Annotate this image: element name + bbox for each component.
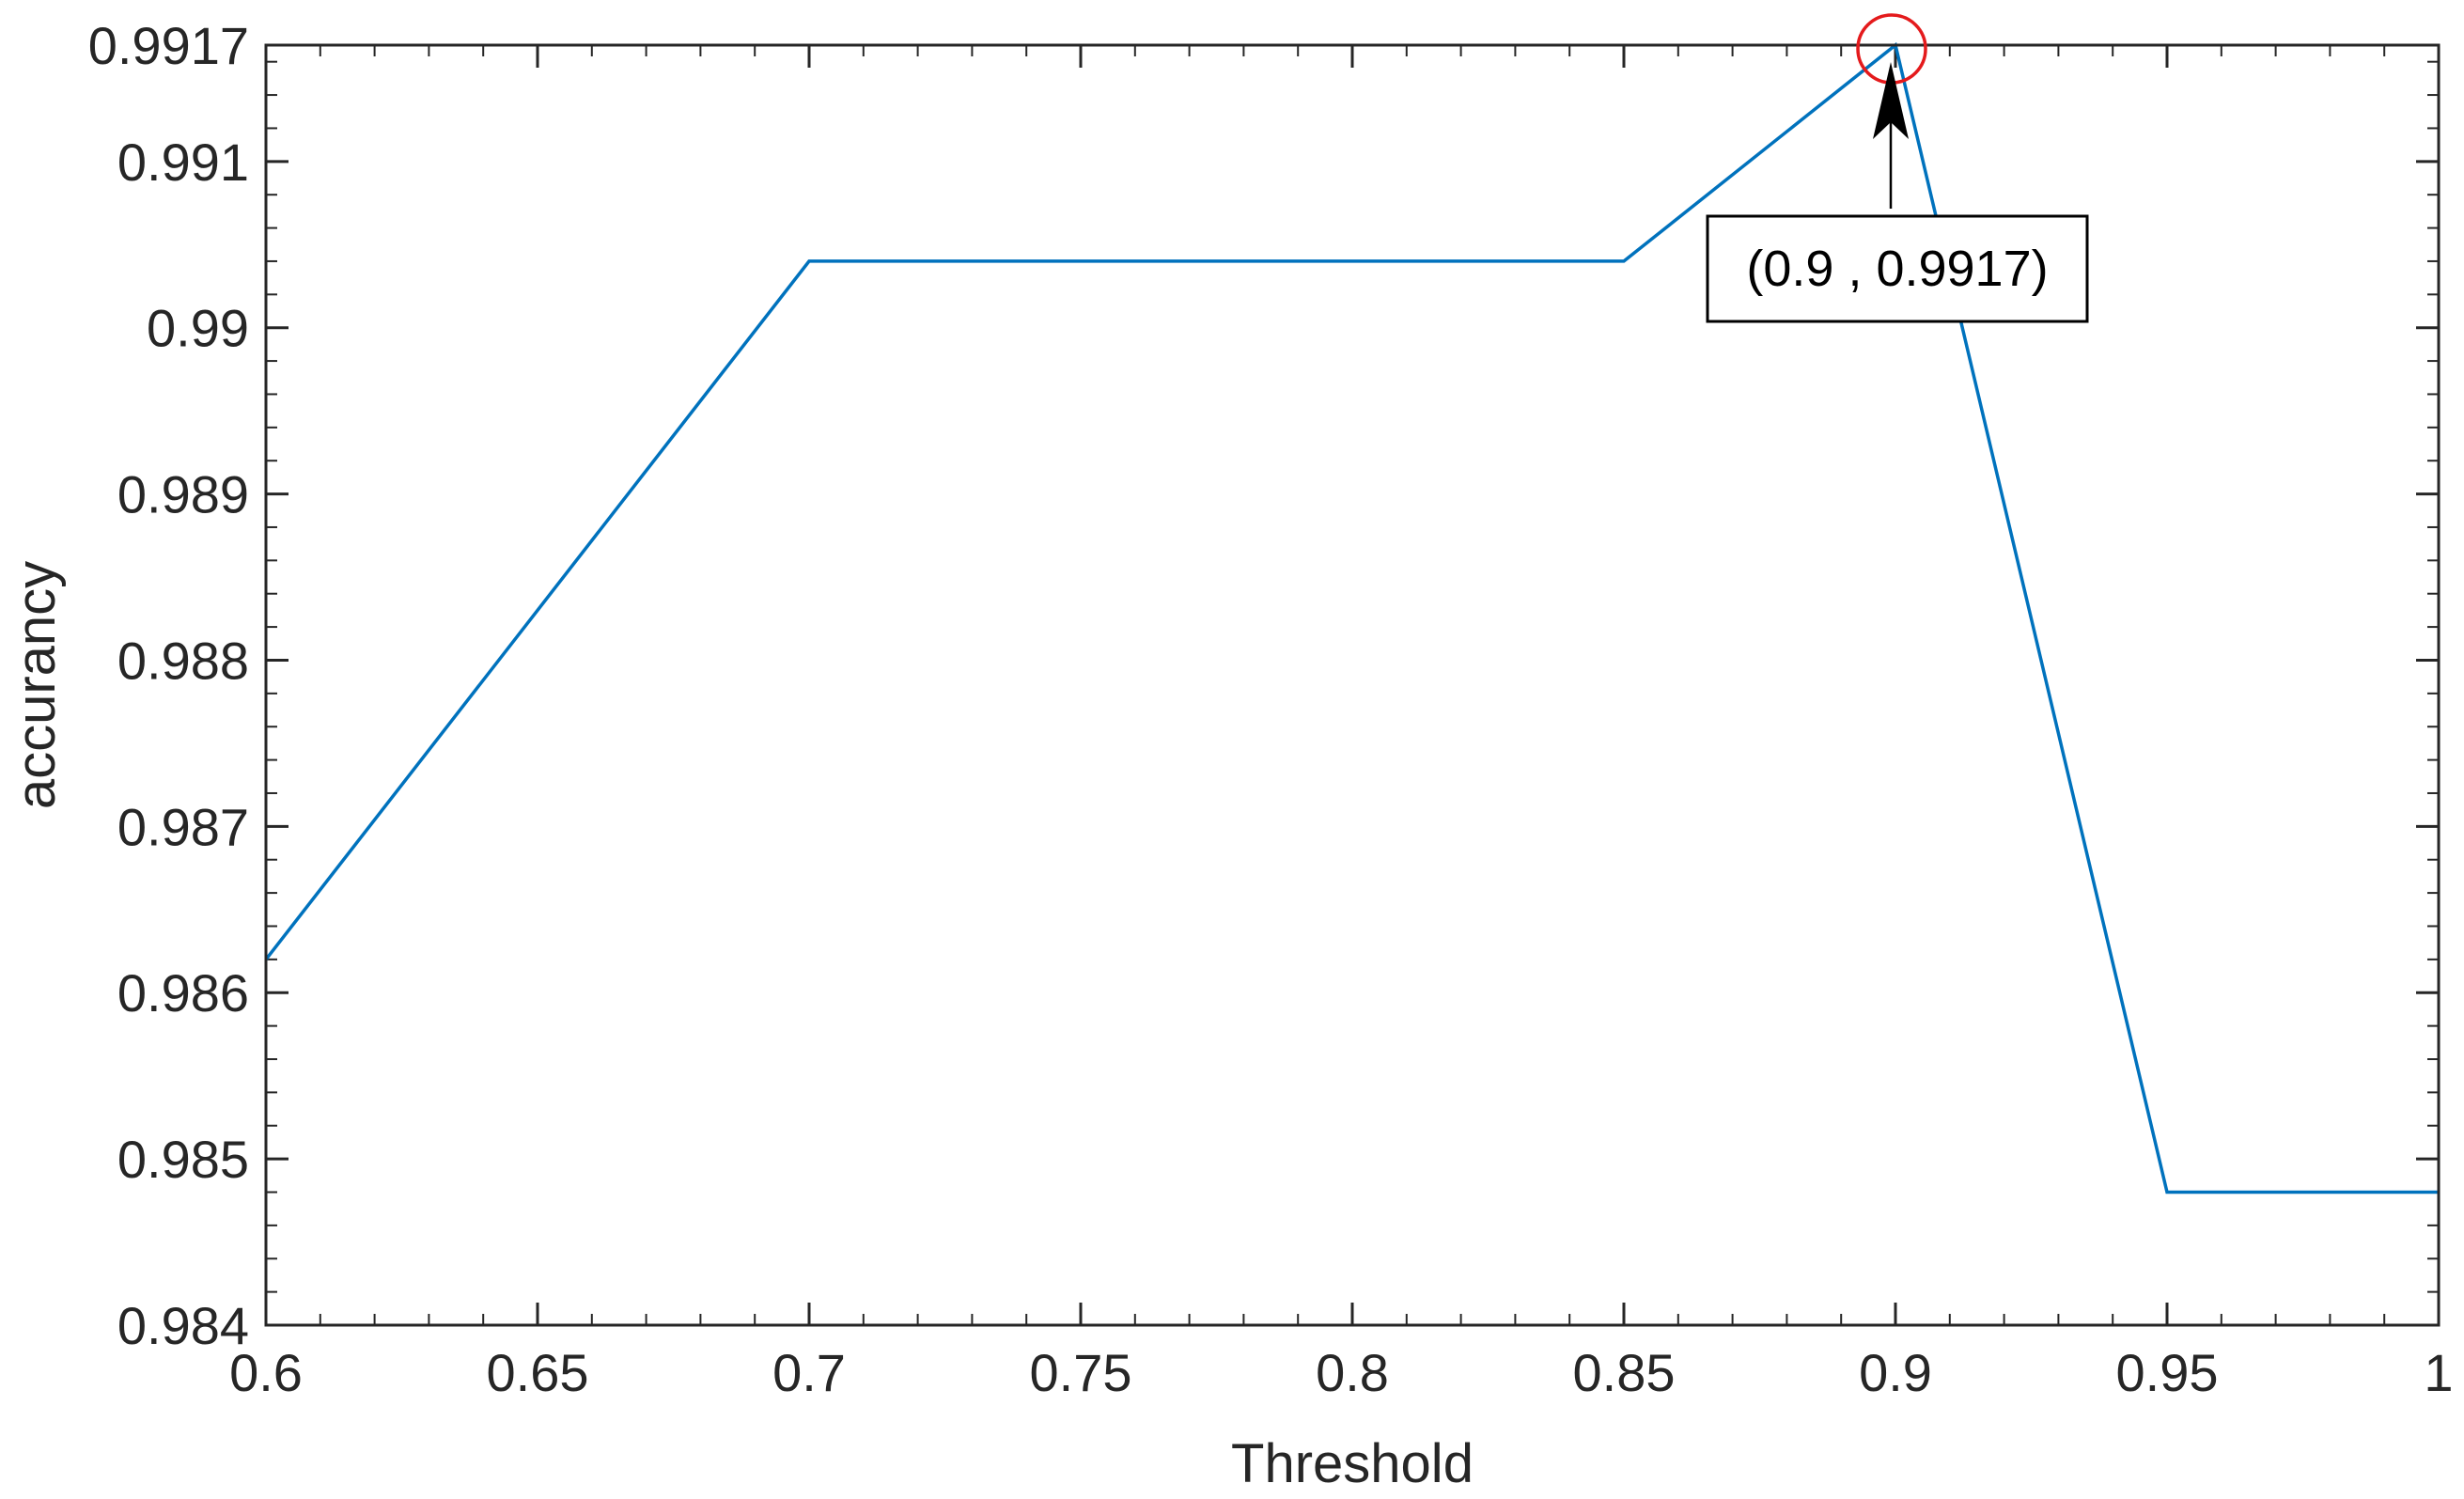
y-tick-label: 0.987 xyxy=(117,797,249,856)
x-tick-labels: 0.6 0.65 0.7 0.75 0.8 0.85 0.9 0.95 1 xyxy=(229,1343,2454,1402)
x-tick-label: 0.9 xyxy=(1859,1343,1932,1402)
x-tick-label: 0.6 xyxy=(229,1343,303,1402)
x-tick-label: 0.65 xyxy=(487,1343,589,1402)
annotation-arrow-head xyxy=(1873,62,1909,139)
y-tick-label: 0.984 xyxy=(117,1296,249,1355)
x-tick-label: 1 xyxy=(2424,1343,2453,1402)
x-tick-label: 0.95 xyxy=(2116,1343,2219,1402)
y-tick-label: 0.986 xyxy=(117,963,249,1023)
plot-area xyxy=(266,45,2439,1325)
y-tick-label: 0.988 xyxy=(117,631,249,690)
x-tick-label: 0.7 xyxy=(772,1343,846,1402)
annotation-box xyxy=(1706,214,2089,323)
y-tick-labels: 0.984 0.985 0.986 0.987 0.988 0.989 0.99 0.991 0… xyxy=(88,16,249,1355)
y-tick-label: 0.99 xyxy=(147,299,249,358)
x-axis-title: Threshold xyxy=(1231,1433,1474,1494)
x-tick-label: 0.85 xyxy=(1573,1343,1676,1402)
y-tick-label: 0.985 xyxy=(117,1130,249,1189)
y-tick-label: 0.989 xyxy=(117,465,249,524)
series-line xyxy=(264,41,2439,1195)
x-tick-label: 0.75 xyxy=(1030,1343,1132,1402)
series-layer xyxy=(264,41,2439,1195)
annotation-label: (0.9 , 0.9917) xyxy=(1746,241,2048,297)
x-tick-label: 0.8 xyxy=(1316,1343,1389,1402)
y-tick-label: 0.9917 xyxy=(88,16,249,75)
plot-frame xyxy=(264,43,2441,1327)
max-annotation: (0.9 , 0.9917) xyxy=(1706,13,2089,323)
y-tick-label: 0.991 xyxy=(117,133,249,192)
y-axis-title: accurancy xyxy=(6,561,67,809)
